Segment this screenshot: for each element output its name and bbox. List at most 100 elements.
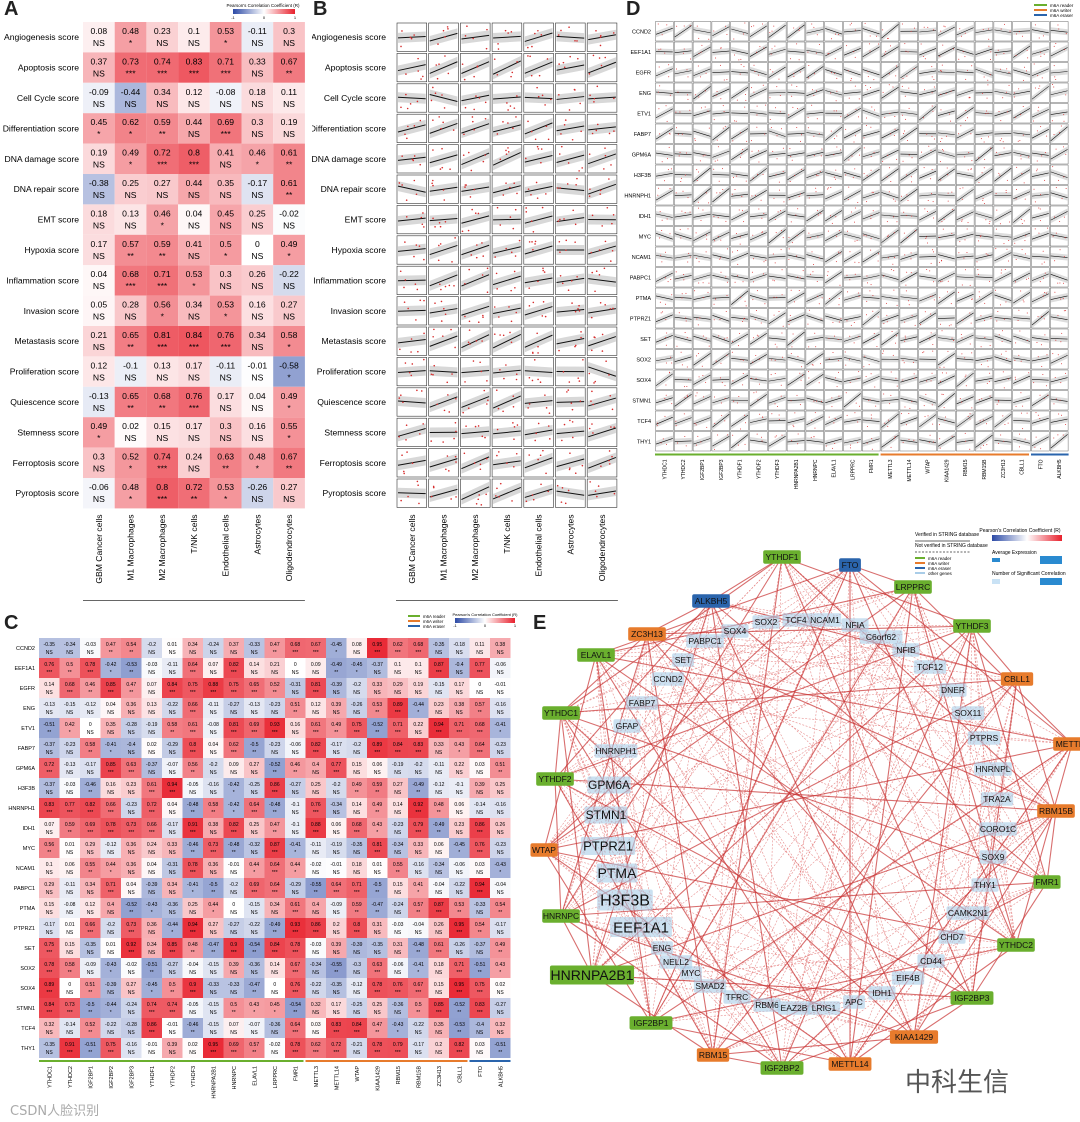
point [434,226,436,228]
point [708,202,710,204]
point [513,270,516,273]
cell-rect [387,638,408,658]
mini-scatter [491,113,523,143]
point [481,274,484,276]
cell-sig: ** [286,160,293,170]
heatmap-cell: 0.71*** [146,265,179,296]
cell-rect [114,82,147,114]
point [780,249,782,251]
point [473,108,475,111]
cell-sig: NS [93,99,105,109]
point [468,320,471,323]
point [544,394,546,396]
point [665,384,667,386]
mini-scatter [711,349,730,370]
fit-line [731,193,749,197]
point [401,454,403,457]
fit-line [919,170,937,179]
mini-scatter [655,328,674,349]
point [789,148,791,150]
point [933,138,935,140]
mini-scatter [974,431,994,452]
point [506,102,508,104]
cell-sig: NS [93,281,105,291]
point [930,149,932,151]
point [763,261,765,263]
point [665,394,667,396]
point [923,405,925,407]
mini-scatter [786,410,806,431]
point [699,160,701,162]
point [660,442,662,444]
point [676,25,678,27]
fit-line [843,69,861,76]
point [713,396,715,398]
point [486,380,488,382]
point [497,48,500,50]
point [464,381,466,383]
fit-line [787,214,805,218]
point [667,169,669,171]
point [846,274,848,276]
point [831,397,833,399]
point [970,133,972,135]
point [432,485,435,488]
cell-sig: NS [188,220,200,230]
point [1040,51,1042,53]
cell-rect [178,326,210,357]
point [923,167,925,169]
point [774,403,776,405]
point [796,43,798,45]
fit-line [956,71,974,74]
point [1063,310,1065,312]
mini-scatter [711,431,730,452]
point [475,95,477,97]
point [1057,434,1059,436]
fit-line [843,439,861,444]
fit-line [862,69,880,76]
point [737,250,739,252]
point [820,212,822,214]
point [1038,232,1040,234]
cell-rect [83,356,115,387]
point [854,207,856,209]
mini-scatter [655,246,674,267]
point [983,202,985,204]
point [516,95,518,97]
point [1002,97,1004,99]
point [591,423,593,425]
point [831,406,833,408]
point [834,178,836,180]
point [924,416,926,418]
point [419,163,422,166]
fit-line [397,492,426,495]
mini-scatter [1050,164,1069,185]
fit-line [862,89,880,96]
mini-scatter [523,357,554,387]
cell-sig: NS [312,670,320,676]
heatmap-cell: 0.64*** [182,658,203,678]
mini-scatter [1012,287,1031,308]
point [893,256,895,258]
point [677,442,679,444]
fit-line [956,372,974,387]
row-label: GPM6A [632,152,652,158]
point [912,361,914,363]
point [995,228,997,230]
cell-sig: NS [93,403,105,413]
point [511,500,513,502]
point [659,85,661,87]
point [971,160,973,162]
cell-value: 0.35 [217,178,234,188]
mini-scatter [805,328,824,349]
mini-scatter [880,41,900,62]
fit-line [461,305,490,316]
point [717,236,719,238]
point [694,422,696,424]
mini-scatter [937,410,956,431]
